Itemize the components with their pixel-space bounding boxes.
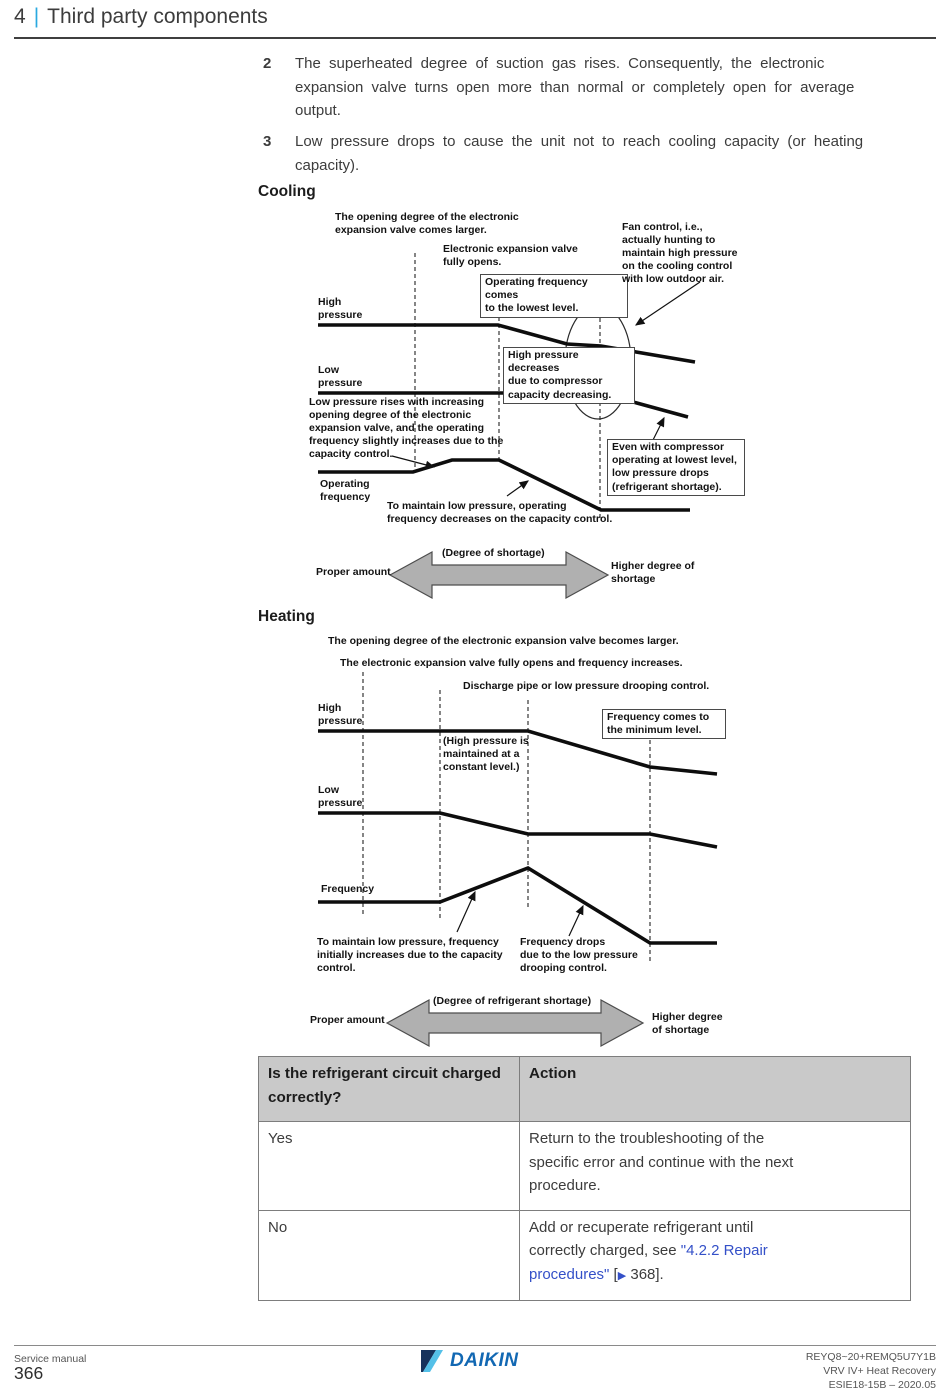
cell-no-action: Add or recuperate refrigerant until corr… <box>519 1209 911 1301</box>
no-action-text: Add or recuperate refrigerant until corr… <box>529 1216 814 1289</box>
page-number: 366 <box>14 1363 44 1383</box>
table-header-row: Is the refrigerant circuit charged corre… <box>258 1056 911 1122</box>
annotation-eev-fully-opens: The electronic expansion valve fully ope… <box>340 657 683 669</box>
footer-model-line: VRV IV+ Heat Recovery <box>823 1365 936 1377</box>
refrigerant-check-table: Is the refrigerant circuit charged corre… <box>258 1056 911 1301</box>
daikin-logo: DAIKIN <box>420 1349 518 1373</box>
repair-procedures-link[interactable]: "4.2.2 Repair procedures" <box>529 1242 768 1283</box>
label-low-pressure: Low pressure <box>318 364 363 389</box>
callout-frequency-minimum: Frequency comes to the minimum level. <box>602 709 726 740</box>
fan-control-arrow <box>635 281 701 326</box>
footer-model-line: ESIE18-15B – 2020.05 <box>828 1379 936 1391</box>
chapter-number: 4 <box>14 5 26 28</box>
label-higher-degree: Higher degree of shortage <box>611 560 695 585</box>
label-high-pressure: High pressure <box>318 296 363 321</box>
callout-high-pressure-decreases: High pressure decreases due to compresso… <box>503 347 635 404</box>
label-proper-amount: Proper amount <box>310 1014 385 1026</box>
page-ref-arrow-icon: ▶ <box>617 1269 627 1282</box>
frequency-increase-arrow <box>456 890 476 933</box>
footer-model-info: REYQ8~20+REMQ5U7Y1B VRV IV+ Heat Recover… <box>806 1350 936 1392</box>
yes-action-text: Return to the troubleshooting of the spe… <box>529 1130 794 1194</box>
label-operating-frequency: Operating frequency <box>320 478 371 503</box>
page-ref-number: 368]. <box>626 1265 664 1283</box>
annotation-maintain-low-pressure: To maintain low pressure, frequency init… <box>317 936 503 974</box>
callout-operating-frequency-lowest: Operating frequency comes to the lowest … <box>480 274 628 318</box>
footer-model-line: REYQ8~20+REMQ5U7Y1B <box>805 1351 936 1363</box>
maintain-arrow <box>506 480 529 497</box>
list-item: Low pressure drops to cause the unit not… <box>295 133 864 174</box>
label-high-pressure: High pressure <box>318 702 363 727</box>
cell-no: No <box>258 1209 520 1301</box>
daikin-logo-text: DAIKIN <box>450 1350 519 1371</box>
shortage-arrow <box>651 416 665 443</box>
list-number: 3 <box>263 133 272 150</box>
label-degree-of-refrigerant-shortage: (Degree of refrigerant shortage) <box>433 995 592 1007</box>
degree-double-arrow <box>385 998 645 1048</box>
annotation-eev-fully-opens: Electronic expansion valve fully opens. <box>443 243 578 268</box>
annotation-maintain-low-pressure: To maintain low pressure, operating freq… <box>387 500 613 525</box>
annotation-fan-control: Fan control, i.e., actually hunting to m… <box>622 221 738 285</box>
daikin-logo-mark-icon <box>421 1350 443 1372</box>
column-header-action: Action <box>519 1056 911 1122</box>
chapter-title: Third party components <box>47 5 268 28</box>
low-pressure-line <box>318 811 718 849</box>
annotation-opening-degree: The opening degree of the electronic exp… <box>335 211 519 236</box>
heating-heading: Heating <box>258 608 315 625</box>
frequency-drop-arrow <box>568 904 584 937</box>
cell-yes-action: Return to the troubleshooting of the spe… <box>519 1121 911 1211</box>
footer-rule <box>14 1345 936 1346</box>
no-action-prefix: Add or recuperate refrigerant until corr… <box>529 1218 754 1260</box>
cooling-diagram: The opening degree of the electronic exp… <box>0 205 950 605</box>
capacity-control-arrow <box>391 455 436 469</box>
label-degree-of-shortage: (Degree of shortage) <box>442 547 545 559</box>
annotation-opening-degree: The opening degree of the electronic exp… <box>328 635 679 647</box>
header-rule <box>14 37 936 39</box>
heating-diagram: The opening degree of the electronic exp… <box>0 630 950 1060</box>
list-item: The superheated degree of suction gas ri… <box>295 55 855 119</box>
page-title: 4 | Third party components <box>14 5 268 29</box>
label-higher-degree: Higher degree of shortage <box>652 1011 723 1036</box>
frequency-line <box>318 865 717 945</box>
heating-diagram-lines <box>318 672 718 1048</box>
high-pressure-line <box>318 729 718 776</box>
callout-even-with-compressor: Even with compressor operating at lowest… <box>607 439 745 496</box>
operating-frequency-line <box>318 458 690 512</box>
cooling-heading: Cooling <box>258 183 316 200</box>
annotation-drooping-control: Discharge pipe or low pressure drooping … <box>463 680 710 692</box>
list-number: 2 <box>263 55 272 72</box>
table-row: Yes Return to the troubleshooting of the… <box>258 1121 911 1211</box>
title-separator: | <box>33 5 40 28</box>
table-row: No Add or recuperate refrigerant until c… <box>258 1209 911 1301</box>
label-proper-amount: Proper amount <box>316 566 391 578</box>
bracket-open: [ <box>609 1265 618 1283</box>
annotation-low-pressure-rises: Low pressure rises with increasing openi… <box>309 396 504 460</box>
footer-doc-type: Service manual <box>14 1353 87 1365</box>
degree-double-arrow <box>388 550 610 600</box>
annotation-frequency-drops: Frequency drops due to the low pressure … <box>520 936 638 974</box>
label-frequency: Frequency <box>321 883 375 895</box>
cell-yes: Yes <box>258 1121 520 1211</box>
label-low-pressure: Low pressure <box>318 784 363 809</box>
column-header-question: Is the refrigerant circuit charged corre… <box>258 1056 520 1122</box>
annotation-high-pressure-maintained: (High pressure is maintained at a consta… <box>443 735 529 773</box>
